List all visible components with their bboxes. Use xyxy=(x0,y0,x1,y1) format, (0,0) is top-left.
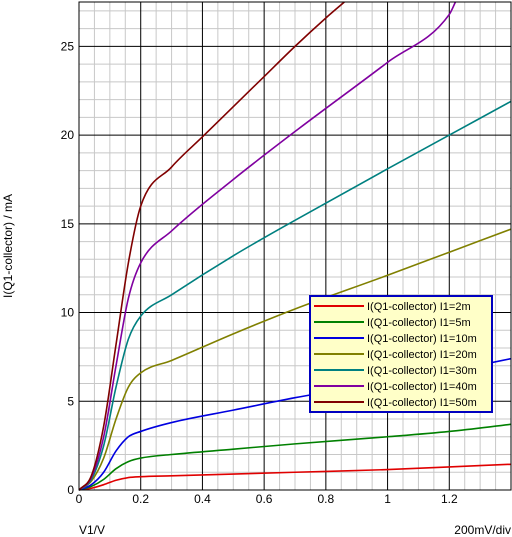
y-tick-label: 0 xyxy=(67,483,74,497)
series-line-1 xyxy=(78,423,512,491)
x-axis-label: V1/V xyxy=(79,523,105,537)
series-line-0 xyxy=(78,463,512,491)
x-tick-label: 0.8 xyxy=(318,492,335,506)
legend-entry-4: I(Q1-collector) I1=30m xyxy=(367,365,477,377)
y-tick-label: 25 xyxy=(61,39,75,53)
x-tick-label: 1 xyxy=(384,492,391,506)
legend-entry-0: I(Q1-collector) I1=2m xyxy=(367,301,471,313)
y-tick-label: 5 xyxy=(67,394,74,408)
x-tick-label: 1.2 xyxy=(441,492,458,506)
y-tick-label: 10 xyxy=(61,306,75,320)
plot-border xyxy=(78,1,512,491)
legend-entry-1: I(Q1-collector) I1=5m xyxy=(367,317,471,329)
series-group xyxy=(78,1,512,491)
legend-entry-5: I(Q1-collector) I1=40m xyxy=(367,381,477,393)
legend-entry-3: I(Q1-collector) I1=20m xyxy=(367,349,477,361)
tick-labels: 0 5 10 15 20 25 0 0.2 0.4 0.6 0.8 1 1.2 xyxy=(61,39,458,506)
y-tick-label: 15 xyxy=(61,217,75,231)
y-axis-label: I(Q1-collector) / mA xyxy=(1,194,15,298)
x-tick-label: 0.6 xyxy=(256,492,273,506)
y-tick-label: 20 xyxy=(61,128,75,142)
x-tick-label: 0 xyxy=(76,492,83,506)
legend-entry-2: I(Q1-collector) I1=10m xyxy=(367,333,477,345)
x-tick-label: 0.2 xyxy=(132,492,149,506)
legend: I(Q1-collector) I1=2m I(Q1-collector) I1=… xyxy=(309,295,493,413)
series-line-6 xyxy=(78,1,345,491)
legend-entry-6: I(Q1-collector) I1=50m xyxy=(367,397,477,409)
series-line-5 xyxy=(78,1,457,491)
scale-note: 200mV/div xyxy=(454,523,511,537)
x-tick-label: 0.4 xyxy=(194,492,211,506)
series-line-4 xyxy=(78,100,512,491)
series-line-3 xyxy=(78,228,512,491)
